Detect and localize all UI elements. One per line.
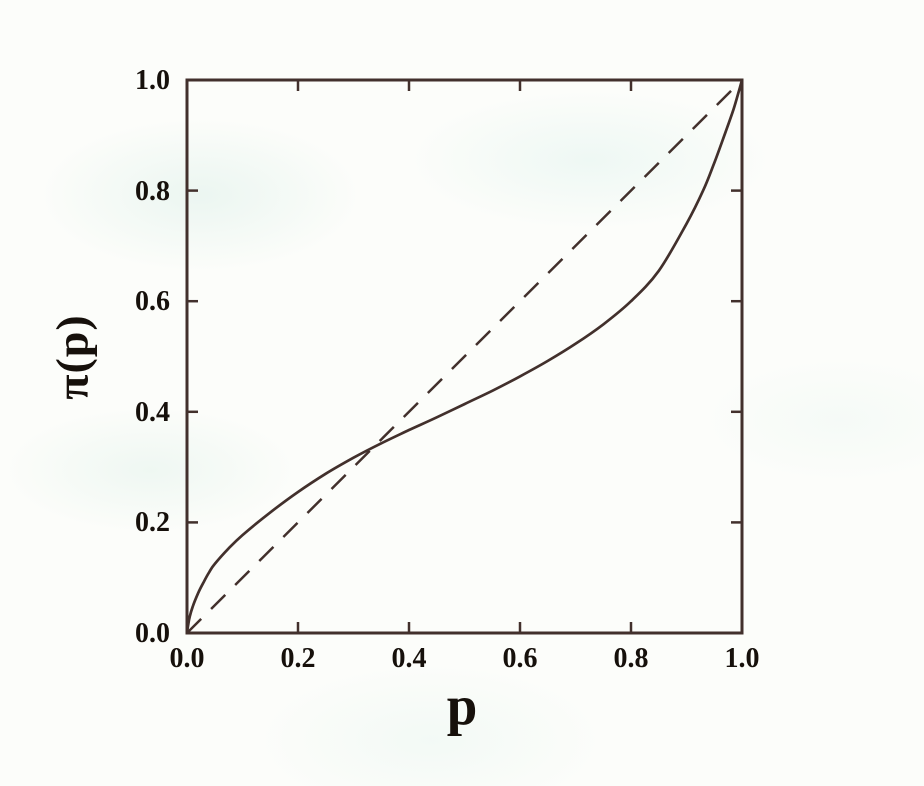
y-tick-label: 0.6 (135, 286, 170, 318)
y-tick-label: 1.0 (135, 65, 170, 96)
x-tick-label: 0.6 (502, 643, 538, 674)
y-tick-label: 0.8 (135, 175, 170, 207)
x-tick-label: 0.4 (391, 643, 427, 674)
y-tick-label: 0.2 (135, 507, 170, 539)
x-tick-label: 0.8 (613, 643, 649, 674)
y-tick-label: 0.4 (135, 396, 170, 428)
y-axis-label: π(p) (46, 314, 98, 400)
weighting-curve (185, 78, 744, 635)
identity-line (186, 79, 743, 634)
x-axis-label: p (446, 675, 478, 737)
x-tick-label: 1.0 (724, 643, 760, 674)
x-tick-label: 0.0 (169, 643, 205, 674)
x-tick-label: 0.2 (280, 643, 316, 674)
plot-frame (185, 78, 744, 635)
y-tick-label: 0.0 (135, 618, 170, 649)
